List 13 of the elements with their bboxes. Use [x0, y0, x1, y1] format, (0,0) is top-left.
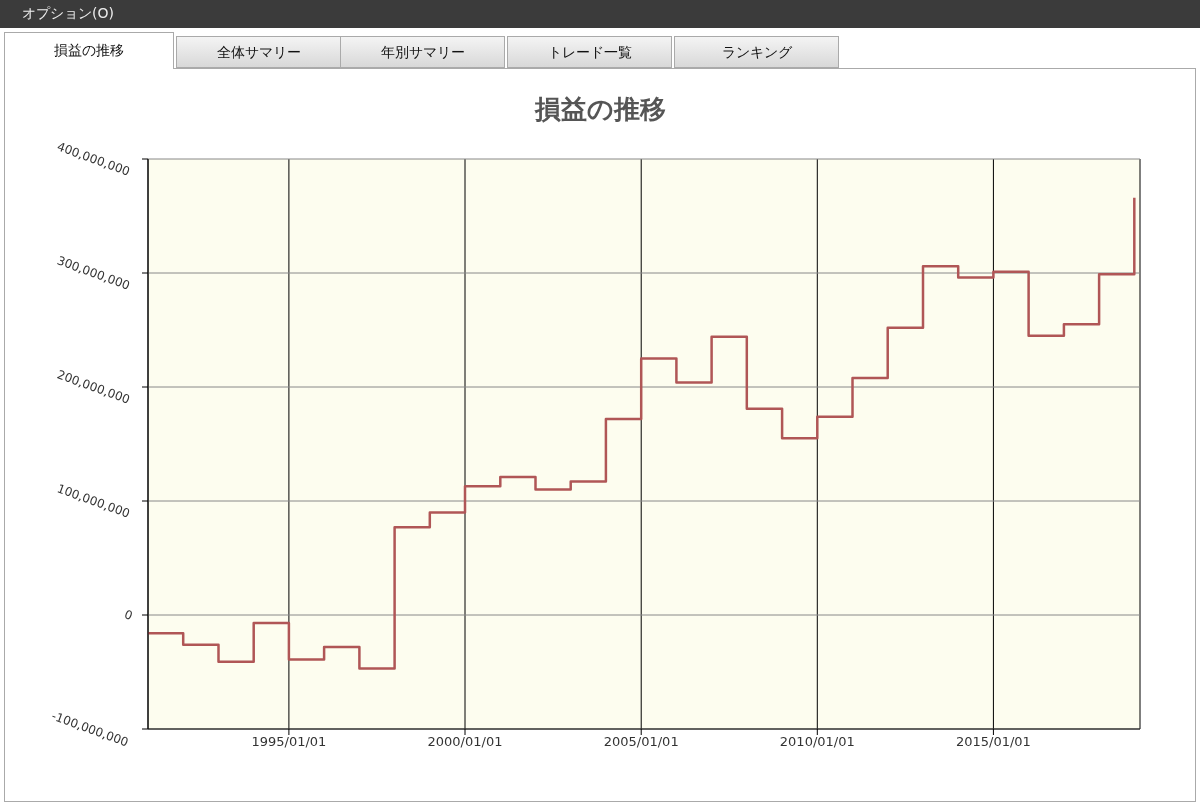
text: 年別サマリー [340, 36, 505, 68]
x-tick-label: 2010/01/01 [779, 734, 855, 750]
chart-title: 損益の推移 [533, 93, 667, 126]
x-tick-label: 2005/01/01 [603, 734, 679, 750]
text: ランキング [674, 36, 839, 68]
text: トレード一覧 [507, 36, 672, 68]
text: 損益の推移 [4, 32, 174, 69]
y-tick-label: 0 [122, 607, 135, 623]
text: 全体サマリー [176, 36, 341, 68]
x-tick-label: 2015/01/01 [955, 734, 1031, 750]
x-tick-label: 1995/01/01 [251, 734, 327, 750]
text: オプション(O) [22, 5, 114, 23]
x-tick-label: 2000/01/01 [427, 734, 503, 750]
